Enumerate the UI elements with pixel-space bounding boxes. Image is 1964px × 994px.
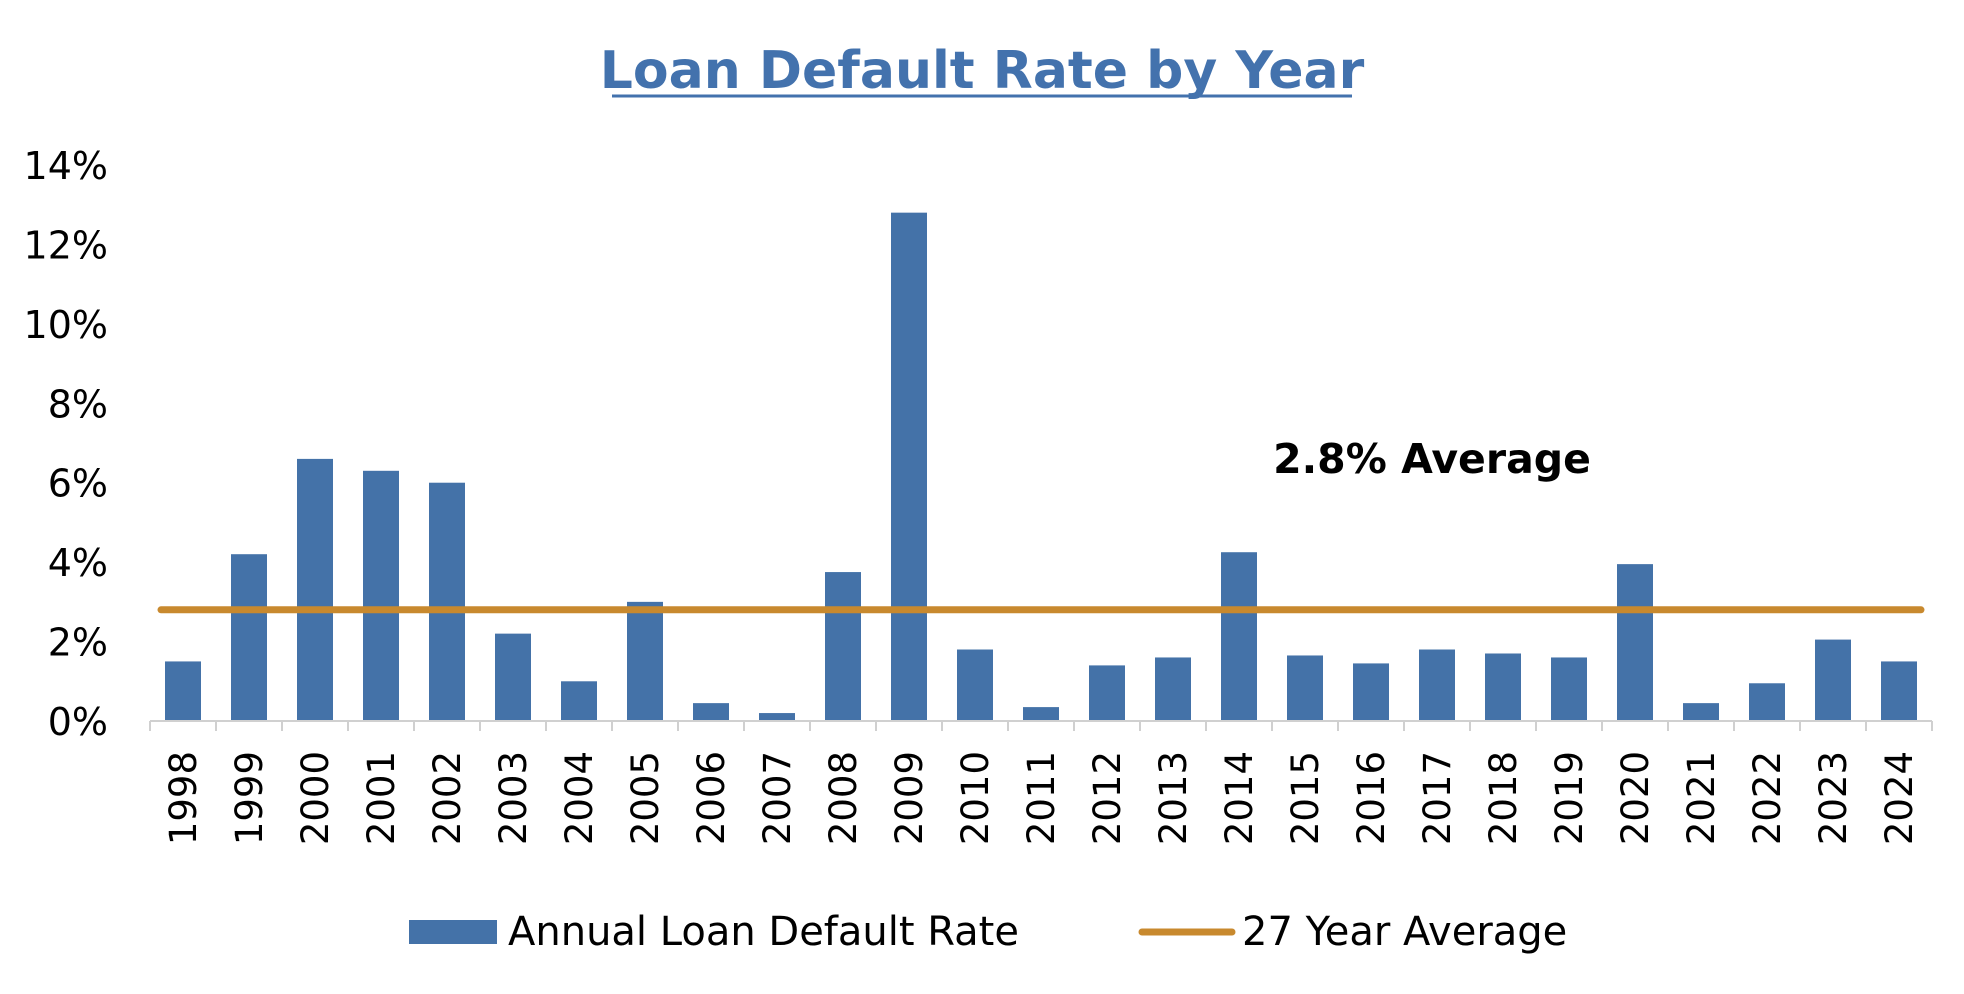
x-tick-label: 2009 bbox=[888, 751, 931, 845]
bar bbox=[495, 633, 531, 721]
bar bbox=[627, 601, 663, 721]
x-axis: 1998 1999 2000 2001 2002 2003 2004 2005 2006 2007… bbox=[149, 720, 1933, 845]
x-tick-label: 1998 bbox=[162, 751, 205, 845]
x-tick-label: 2019 bbox=[1548, 751, 1591, 845]
x-tick-label: 2006 bbox=[690, 751, 733, 845]
bar bbox=[1419, 649, 1455, 721]
x-tick-label: 2014 bbox=[1218, 751, 1261, 845]
chart-title: Loan Default Rate by Year bbox=[600, 41, 1365, 101]
y-tick-label: 12% bbox=[24, 223, 108, 267]
y-tick-label: 10% bbox=[24, 303, 108, 347]
x-tick-label: 2016 bbox=[1350, 751, 1393, 845]
x-tick-label: 2011 bbox=[1020, 751, 1063, 845]
y-tick-label: 14% bbox=[24, 144, 108, 188]
bar bbox=[891, 212, 927, 721]
bar bbox=[693, 703, 729, 721]
y-tick-label: 4% bbox=[48, 541, 108, 585]
y-tick-label: 8% bbox=[48, 382, 108, 426]
bar bbox=[429, 482, 465, 721]
bar bbox=[363, 470, 399, 721]
x-tick-label: 2008 bbox=[822, 751, 865, 845]
bar bbox=[1815, 639, 1851, 721]
x-tick-label: 2013 bbox=[1152, 751, 1195, 845]
x-tick-label: 1999 bbox=[228, 751, 271, 845]
bar bbox=[231, 554, 267, 721]
title-layer: Loan Default Rate by Year bbox=[600, 41, 1365, 101]
x-tick-label: 2022 bbox=[1746, 751, 1789, 845]
bar bbox=[1485, 653, 1521, 721]
bar bbox=[1089, 665, 1125, 721]
legend-bar-label: Annual Loan Default Rate bbox=[508, 909, 1019, 955]
bar bbox=[1221, 552, 1257, 721]
x-tick-label: 2017 bbox=[1416, 751, 1459, 845]
average-annotation: 2.8% Average bbox=[1273, 435, 1591, 483]
x-tick-label: 2023 bbox=[1812, 751, 1855, 845]
bar bbox=[1551, 657, 1587, 721]
x-tick-label: 2001 bbox=[360, 751, 403, 845]
bar bbox=[1287, 655, 1323, 721]
x-tick-label: 2021 bbox=[1680, 751, 1723, 845]
bar bbox=[825, 572, 861, 721]
legend: Annual Loan Default Rate 27 Year Average bbox=[409, 909, 1567, 955]
x-tick-label: 2000 bbox=[294, 751, 337, 845]
legend-bar-swatch bbox=[409, 920, 497, 944]
bar bbox=[1353, 663, 1389, 721]
x-tick-label: 2007 bbox=[756, 751, 799, 845]
x-tick-label: 2004 bbox=[558, 751, 601, 845]
legend-line-label: 27 Year Average bbox=[1242, 909, 1567, 955]
x-tick-label: 2015 bbox=[1284, 751, 1327, 845]
bar-series bbox=[165, 212, 1917, 721]
bar bbox=[1749, 683, 1785, 721]
bar bbox=[561, 681, 597, 721]
bar bbox=[1617, 564, 1653, 721]
y-tick-label: 6% bbox=[48, 462, 108, 506]
bar bbox=[759, 713, 795, 721]
bar bbox=[1023, 707, 1059, 721]
y-tick-label: 0% bbox=[48, 700, 108, 744]
x-tick-label: 2024 bbox=[1878, 751, 1921, 845]
bar bbox=[297, 458, 333, 721]
bar bbox=[1155, 657, 1191, 721]
x-tick-label: 2012 bbox=[1086, 751, 1129, 845]
x-tick-label: 2020 bbox=[1614, 751, 1657, 845]
bar bbox=[957, 649, 993, 721]
y-axis: 0% 2% 4% 6% 8% 10% 12% 14% bbox=[24, 144, 108, 744]
x-tick-label: 2005 bbox=[624, 751, 667, 845]
annotation-layer: 2.8% Average bbox=[1273, 435, 1591, 483]
x-tick-label: 2018 bbox=[1482, 751, 1525, 845]
x-tick-label: 2003 bbox=[492, 751, 535, 845]
bar bbox=[1683, 703, 1719, 721]
x-tick-label: 2002 bbox=[426, 751, 469, 845]
bar bbox=[1881, 661, 1917, 721]
y-tick-label: 2% bbox=[48, 621, 108, 665]
x-tick-label: 2010 bbox=[954, 751, 997, 845]
bar bbox=[165, 661, 201, 721]
